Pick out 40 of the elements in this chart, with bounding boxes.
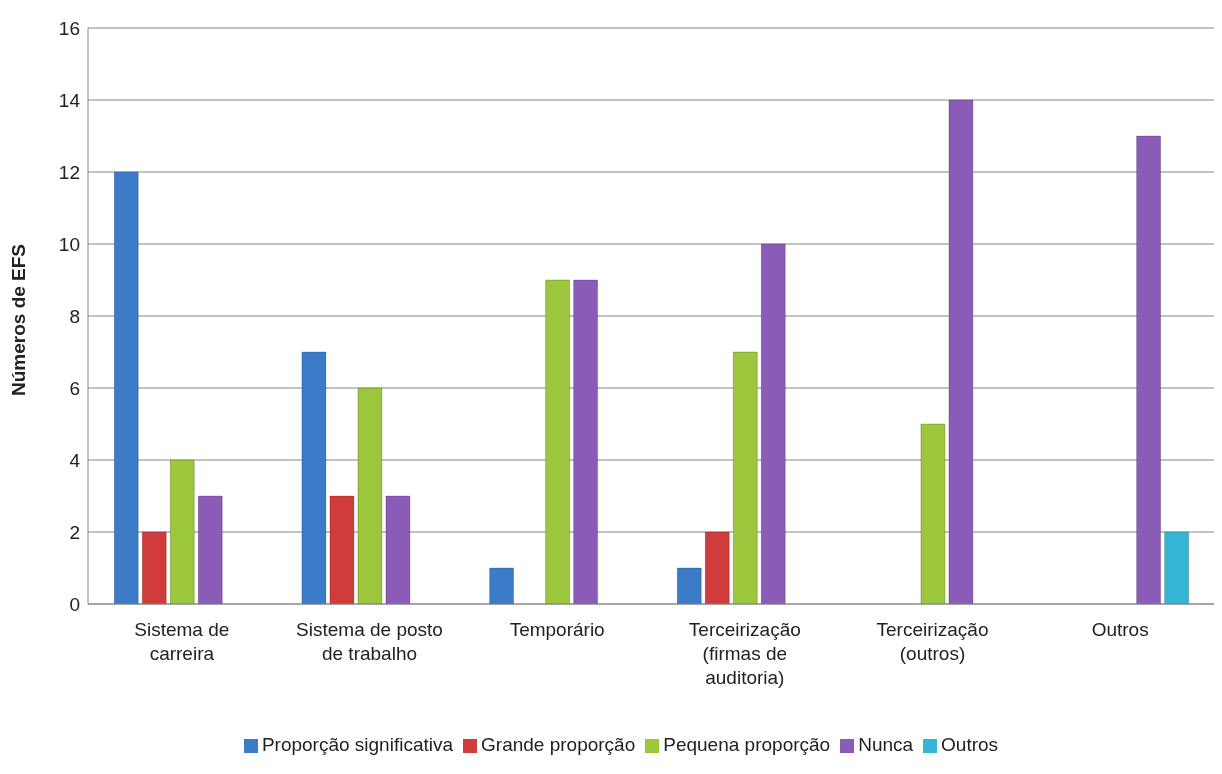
bar: [920, 423, 946, 604]
legend-label: Grande proporção: [481, 734, 636, 755]
bar: [141, 531, 167, 604]
bar: [732, 351, 758, 604]
x-tick-label: Temporário: [509, 619, 605, 640]
bar: [1164, 531, 1190, 604]
bar: [197, 495, 223, 604]
bar: [948, 99, 974, 604]
y-tick-label: 2: [69, 521, 80, 543]
bar: [329, 495, 355, 604]
x-tick-label: Outros: [1091, 619, 1149, 640]
x-tick-label: Sistema de posto de trabalho: [296, 619, 443, 664]
y-tick-label: 4: [69, 449, 81, 471]
bar: [1136, 135, 1162, 604]
x-tick-label: Terceirização (outros): [876, 619, 989, 664]
bar: [545, 279, 571, 604]
y-tick-label: 8: [69, 305, 80, 327]
bar: [113, 171, 139, 604]
y-tick-label: 12: [58, 161, 80, 183]
y-axis-title: Números de EFS: [7, 243, 29, 396]
bar: [704, 531, 730, 604]
bar: [357, 387, 383, 604]
y-tick-label: 10: [58, 233, 80, 255]
legend-label: Outros: [941, 734, 999, 755]
bar: [385, 495, 411, 604]
x-tick-label: Sistema de carreira: [134, 619, 230, 664]
bar: [301, 351, 327, 604]
bar: [169, 459, 195, 604]
x-tick-label: Terceirização (firmas de auditoria): [688, 619, 801, 688]
legend-label: Nunca: [858, 734, 914, 755]
legend-label: Proporção significativa: [261, 734, 454, 755]
bar: [760, 243, 786, 604]
legend-label: Pequena proporção: [663, 734, 831, 755]
y-tick-label: 0: [69, 593, 80, 615]
y-tick-label: 14: [58, 89, 81, 111]
bar: [573, 279, 599, 604]
y-tick-label: 6: [69, 377, 80, 399]
bar: [489, 567, 515, 604]
bar: [676, 567, 702, 604]
y-tick-label: 16: [58, 17, 80, 39]
